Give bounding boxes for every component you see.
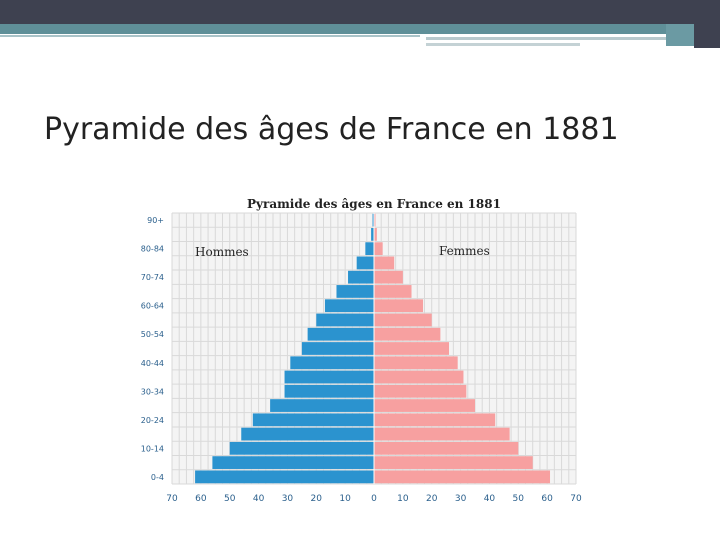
header-bar-corner — [694, 0, 720, 48]
male-bar — [307, 327, 374, 341]
x-tick-label: 20 — [311, 494, 323, 504]
female-bar — [374, 342, 450, 355]
y-tick-label: 0-4 — [151, 473, 164, 482]
male-bar — [195, 470, 374, 484]
x-tick-label: 50 — [224, 494, 236, 504]
female-bar — [374, 441, 519, 455]
male-bar — [348, 270, 374, 284]
y-tick-label: 50-54 — [141, 330, 164, 339]
male-bar — [324, 299, 374, 313]
y-tick-label: 80-84 — [141, 245, 164, 254]
x-tick-label: 50 — [513, 494, 525, 504]
header-band — [0, 24, 694, 34]
x-tick-label: 0 — [371, 494, 377, 504]
series-label-male: Hommes — [195, 245, 249, 259]
female-bar — [374, 313, 432, 327]
female-bar — [374, 327, 441, 341]
x-tick-label: 30 — [455, 494, 467, 504]
chart-svg: Pyramide des âges en France en 1881 0-4 10… — [141, 197, 582, 504]
female-bar — [374, 399, 475, 412]
female-bar — [374, 413, 496, 427]
male-bar — [241, 427, 374, 441]
y-tick-label: 40-44 — [141, 359, 164, 368]
chart-title: Pyramide des âges en France en 1881 — [247, 197, 501, 211]
x-tick-label: 60 — [195, 494, 207, 504]
y-tick-label: 60-64 — [141, 302, 164, 311]
slide-title: Pyramide des âges de France en 1881 — [44, 112, 619, 147]
x-tick-label: 30 — [282, 494, 294, 504]
female-bar — [374, 427, 510, 441]
y-tick-label: 10-14 — [141, 444, 164, 453]
male-bar — [372, 213, 374, 227]
female-bar — [374, 228, 377, 241]
female-bar — [374, 370, 464, 384]
y-tick-label: 30-34 — [141, 387, 164, 396]
male-bar — [284, 370, 374, 384]
y-tick-label: 90+ — [147, 216, 164, 225]
header-rule — [426, 43, 580, 46]
header-bar — [0, 0, 720, 24]
male-bar — [356, 256, 374, 270]
x-tick-label: 10 — [339, 494, 351, 504]
female-bar — [374, 270, 403, 284]
series-label-female: Femmes — [439, 244, 490, 258]
x-tick-label: 60 — [541, 494, 553, 504]
female-bar — [374, 242, 383, 256]
x-tick-label: 40 — [484, 494, 496, 504]
y-tick-label: 20-24 — [141, 416, 164, 425]
population-pyramid-chart: Pyramide des âges en France en 1881 0-4 10… — [140, 188, 590, 508]
male-bar — [365, 242, 374, 256]
x-tick-label: 70 — [166, 494, 178, 504]
female-bar — [374, 213, 376, 227]
male-bar — [371, 228, 374, 241]
male-bar — [212, 456, 374, 469]
header-rule — [0, 35, 420, 37]
male-bar — [316, 313, 374, 327]
x-tick-label: 20 — [426, 494, 438, 504]
header-rule — [426, 37, 666, 40]
header-accent — [666, 24, 694, 46]
female-bar — [374, 299, 424, 313]
female-bar — [374, 470, 551, 484]
female-bar — [374, 356, 458, 370]
x-tick-label: 40 — [253, 494, 265, 504]
male-bar — [252, 413, 374, 427]
male-bar — [270, 399, 374, 412]
female-bar — [374, 256, 395, 270]
male-bar — [301, 342, 374, 355]
male-bar — [290, 356, 374, 370]
x-tick-label: 70 — [570, 494, 582, 504]
female-bar — [374, 285, 412, 298]
x-tick-label: 10 — [397, 494, 409, 504]
female-bar — [374, 456, 533, 469]
y-tick-label: 70-74 — [141, 273, 164, 282]
male-bar — [336, 285, 374, 298]
male-bar — [284, 384, 374, 398]
male-bar — [229, 441, 374, 455]
female-bar — [374, 384, 467, 398]
